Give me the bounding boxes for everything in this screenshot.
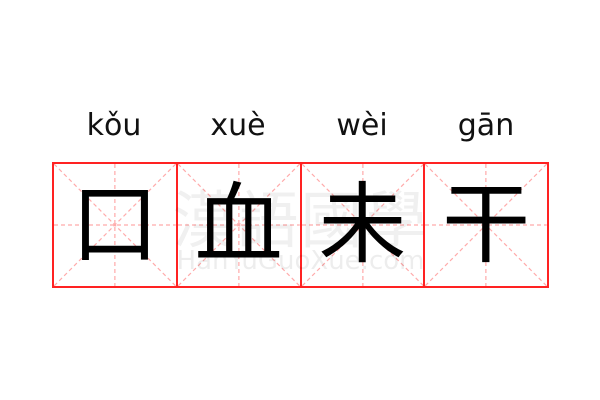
guide-lines	[178, 164, 300, 286]
char-cell: 干	[425, 164, 547, 286]
character: 血	[194, 173, 283, 276]
character: 口	[70, 173, 159, 276]
pinyin-1: kǒu	[86, 108, 142, 143]
guide-lines	[302, 164, 424, 286]
char-cell: 血	[178, 164, 302, 286]
character-grid: 口 血 未 干	[52, 162, 549, 288]
character: 未	[318, 173, 407, 276]
char-cell: 未	[302, 164, 426, 286]
pinyin-4: gān	[457, 108, 515, 143]
pinyin-3: wèi	[336, 108, 388, 143]
guide-lines	[54, 164, 176, 286]
pinyin-2: xuè	[210, 108, 266, 143]
guide-lines	[425, 164, 547, 286]
char-cell: 口	[54, 164, 178, 286]
character: 干	[442, 173, 531, 276]
